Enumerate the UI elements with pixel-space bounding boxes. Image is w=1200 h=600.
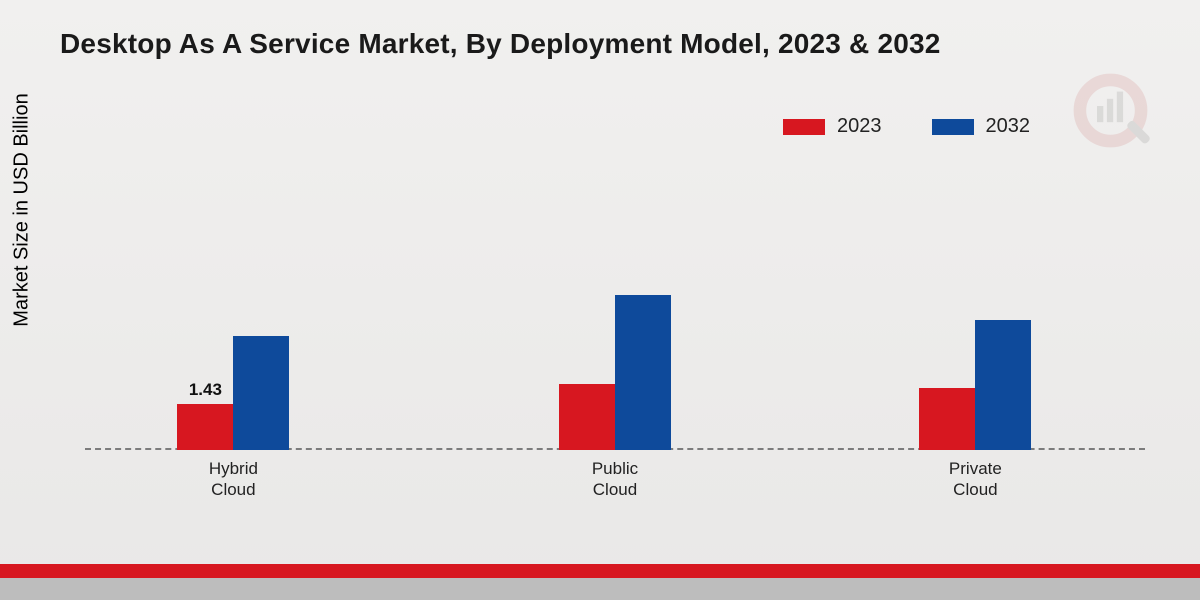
bar-pair [919,320,1031,450]
category-label-wrap: Public Cloud [592,450,638,501]
category-label-wrap: Private Cloud [949,450,1002,501]
bar-2023 [177,404,233,450]
y-axis-label: Market Size in USD Billion [11,10,34,410]
footer-red-bar [0,564,1200,578]
plot-area: Hybrid CloudPublic CloudPrivate Cloud1.4… [85,115,1145,450]
bar-2032 [233,336,289,450]
bar-2032 [975,320,1031,450]
bar-2023 [559,384,615,450]
chart-title: Desktop As A Service Market, By Deployme… [60,28,941,60]
footer-grey-bar [0,578,1200,600]
bar-2032 [615,295,671,450]
category-label: Hybrid Cloud [209,458,258,501]
data-label: 1.43 [189,380,222,400]
category-label: Public Cloud [592,458,638,501]
category-label: Private Cloud [949,458,1002,501]
chart-canvas: Desktop As A Service Market, By Deployme… [0,0,1200,600]
bar-pair [559,295,671,450]
category-label-wrap: Hybrid Cloud [209,450,258,501]
bar-2023 [919,388,975,450]
